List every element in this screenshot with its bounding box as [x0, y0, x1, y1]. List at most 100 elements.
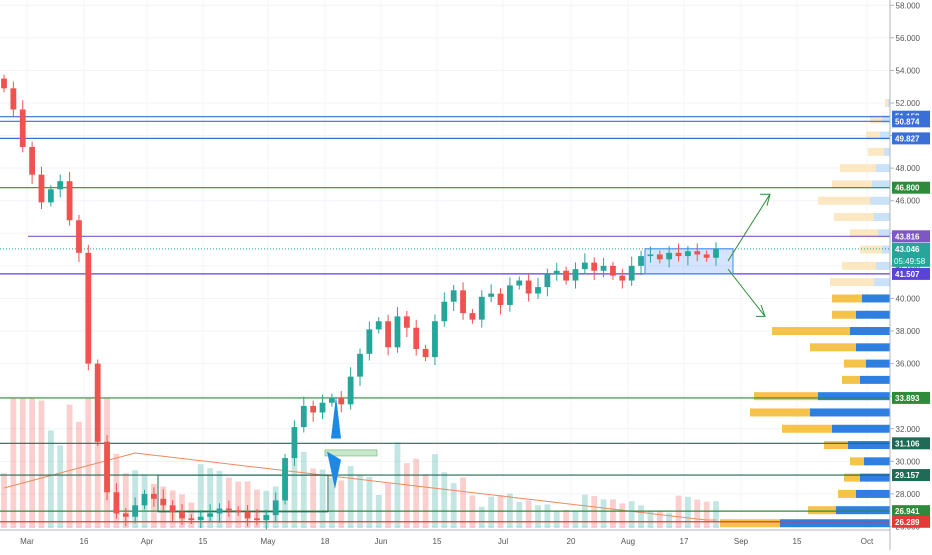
candle-body [628, 265, 635, 281]
candle-body [647, 254, 654, 257]
candle-body [403, 316, 410, 328]
volume-bar [235, 481, 242, 528]
candle-body [703, 254, 710, 258]
countdown-label: 05:49:58 [894, 257, 926, 266]
horizontal-levels[interactable] [0, 116, 890, 523]
volume-bar [338, 480, 345, 528]
candle-body [57, 181, 64, 190]
candle-body [581, 262, 588, 270]
candle-body [179, 511, 185, 519]
volume-bar [488, 496, 495, 528]
volume-bar [544, 504, 551, 528]
volume-bar [263, 490, 270, 528]
candle-body [122, 513, 129, 517]
candle-body [197, 516, 204, 520]
profile-down-bar [832, 180, 872, 189]
volume-bar [450, 483, 457, 528]
time-tick-label: Oct [861, 537, 874, 546]
profile-down-bar [838, 489, 856, 498]
volume-bar [66, 404, 73, 528]
candle-body [94, 363, 101, 442]
candle-body [272, 500, 279, 516]
candle-body [638, 256, 644, 266]
volume-bar [197, 464, 204, 528]
price-tick-label: 58.000 [896, 1, 921, 10]
level-price-label: 46.800 [895, 184, 920, 193]
level-price-badge [892, 181, 930, 194]
volume-bar [478, 506, 485, 528]
time-tick-label: Sep [734, 537, 749, 546]
profile-up-bar [864, 457, 890, 466]
profile-up-bar [850, 327, 890, 336]
level-price-badge [892, 230, 930, 243]
up-arrow-marker [331, 396, 341, 439]
volume-bar [591, 496, 598, 528]
time-tick-label: Jun [375, 537, 388, 546]
price-tick-label: 38.000 [896, 327, 921, 336]
profile-down-bar [830, 278, 874, 287]
drawings[interactable] [157, 193, 771, 513]
volume-bar [460, 477, 466, 528]
candle-body [488, 293, 495, 297]
price-tick-label: 54.000 [896, 66, 921, 75]
volume-bar [29, 398, 36, 528]
price-tick-label: 40.000 [896, 294, 921, 303]
candle-body [497, 293, 504, 305]
profile-up-bar [836, 506, 890, 515]
level-price-label: 26.289 [895, 518, 920, 527]
volume-bar [713, 501, 719, 528]
profile-up-bar [780, 519, 890, 528]
volume-bar [300, 451, 307, 528]
time-tick-label: 18 [321, 537, 330, 546]
volume-bar [347, 466, 354, 528]
profile-down-bar [840, 164, 876, 173]
volume-bar [619, 503, 626, 528]
profile-up-bar [832, 424, 890, 433]
time-tick-label: Mar [20, 537, 34, 546]
candle-body [328, 397, 335, 403]
profile-up-bar [860, 375, 890, 384]
profile-down-bar [782, 424, 832, 433]
candle-body [29, 146, 36, 175]
volume-bar [310, 468, 317, 528]
candle-body [188, 518, 195, 520]
profile-up-bar [848, 441, 890, 450]
volume-bar [666, 512, 673, 528]
volume-bar [394, 442, 401, 528]
time-tick-label: 20 [567, 537, 576, 546]
candle-body [535, 287, 541, 294]
profile-up-bar [810, 408, 890, 417]
price-tick-label: 36.000 [896, 360, 921, 369]
candle-body [385, 321, 392, 348]
candle-body [666, 252, 673, 260]
volume-bar [47, 430, 54, 528]
volume-bar [207, 468, 214, 528]
volume-bar [385, 483, 392, 528]
time-tick-label: 15 [793, 537, 802, 546]
level-price-label: 26.941 [895, 507, 920, 516]
level-price-label: 50.874 [895, 117, 920, 126]
candle-body [47, 189, 54, 203]
time-tick-label: 16 [80, 537, 89, 546]
time-axis[interactable]: Mar 16 Apr 15 May 18 Jun 15 Jul 20 Aug 17 Sep 15 Oct [0, 529, 890, 546]
price-tick-label: 56.000 [896, 34, 921, 43]
level-price-label: 41.507 [895, 270, 920, 279]
profile-up-bar [882, 115, 890, 124]
volume-bar [57, 445, 64, 528]
candle-body [291, 427, 298, 459]
candle-body [207, 513, 214, 517]
price-labels: 51.15850.87449.82746.80043.81641.50733.8… [892, 110, 930, 528]
candle-body [469, 313, 476, 320]
candle-body [684, 251, 691, 257]
volume-bar [553, 510, 560, 528]
down-arrow-marker [327, 451, 341, 490]
level-price-label: 31.106 [895, 439, 920, 448]
candle-body [169, 505, 176, 512]
profile-down-bar [754, 392, 818, 401]
demand-zone-box [324, 449, 378, 457]
profile-down-bar [850, 457, 864, 466]
profile-down-bar [868, 147, 884, 156]
candle-body [366, 329, 373, 354]
